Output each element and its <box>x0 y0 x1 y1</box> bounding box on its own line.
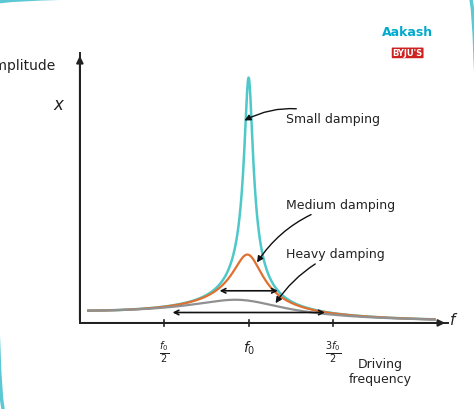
Text: Medium damping: Medium damping <box>258 198 395 261</box>
Text: Amplitude: Amplitude <box>0 59 56 73</box>
Text: $f_0$: $f_0$ <box>243 339 255 356</box>
Text: f: f <box>450 312 455 327</box>
Text: BYJU'S: BYJU'S <box>392 49 423 58</box>
Text: $\frac{f_0}{2}$: $\frac{f_0}{2}$ <box>159 339 169 364</box>
Text: Aakash: Aakash <box>382 26 433 39</box>
Text: BYJU'S: BYJU'S <box>392 49 423 58</box>
Text: Driving
frequency: Driving frequency <box>349 357 412 385</box>
Text: $\frac{3f_0}{2}$: $\frac{3f_0}{2}$ <box>325 339 341 364</box>
Text: Heavy damping: Heavy damping <box>276 247 384 302</box>
Text: x: x <box>53 96 63 114</box>
Text: Small damping: Small damping <box>246 109 380 126</box>
FancyBboxPatch shape <box>350 9 465 68</box>
